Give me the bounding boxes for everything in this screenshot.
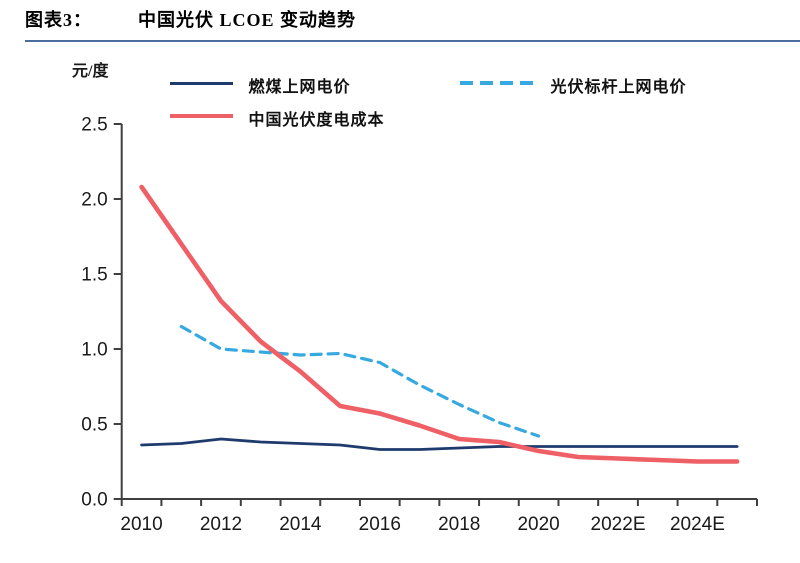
chart-header: 图表3： 中国光伏 LCOE 变动趋势	[25, 6, 356, 32]
legend-item-china-pv-lcoe: 中国光伏度电成本	[170, 106, 385, 129]
x-tick-label: 2020	[517, 514, 559, 535]
figure-number-label: 图表3：	[25, 10, 92, 30]
x-tick-label: 2018	[438, 514, 480, 535]
legend-item-pv-benchmark-price: 光伏标杆上网电价	[460, 73, 687, 96]
x-tick-label: 2010	[120, 514, 162, 535]
x-tick-label: 2014	[279, 514, 322, 535]
legend-line-solid-navy	[170, 81, 233, 85]
page-title: 中国光伏 LCOE 变动趋势	[138, 10, 357, 30]
x-tick-label: 2022E	[591, 514, 646, 535]
legend-label-pv-benchmark-price: 光伏标杆上网电价	[550, 79, 687, 96]
series-line-pv-benchmark-price	[179, 324, 541, 438]
legend-dash	[460, 81, 473, 85]
series-line-china-pv-lcoe	[139, 184, 740, 464]
legend-line-solid-red	[170, 113, 233, 119]
legend-dash	[500, 81, 513, 85]
legend-line-dashed-skyblue	[460, 81, 535, 85]
legend-label-coal-grid-price: 燃煤上网电价	[248, 79, 351, 96]
series-line-coal-grid-price	[140, 437, 739, 451]
y-tick-label: 2.5	[81, 115, 107, 136]
legend-item-coal-grid-price: 燃煤上网电价	[170, 73, 351, 96]
y-tick-label: 1.5	[81, 265, 107, 286]
legend-label-china-pv-lcoe: 中国光伏度电成本	[248, 112, 385, 129]
y-tick-label: 2.0	[81, 190, 107, 211]
y-tick-label: 0.5	[81, 415, 107, 436]
legend-dash	[480, 81, 493, 85]
x-tick-label: 2016	[359, 514, 401, 535]
y-tick-label: 1.0	[81, 340, 107, 361]
x-tick-label: 2024E	[670, 514, 725, 535]
y-axis-unit-label: 元/度	[72, 63, 109, 80]
title-underline	[25, 40, 800, 42]
y-tick-label: 0.0	[81, 490, 107, 511]
legend-dash	[520, 81, 533, 85]
x-tick-label: 2012	[200, 514, 242, 535]
